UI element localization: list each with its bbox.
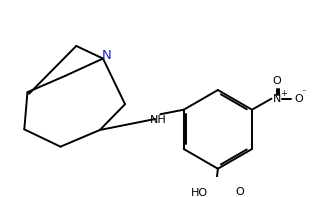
- Text: O: O: [236, 187, 244, 197]
- Text: HO: HO: [191, 188, 208, 197]
- Text: NH: NH: [150, 115, 167, 125]
- Text: +: +: [280, 88, 287, 98]
- Text: O: O: [273, 76, 281, 86]
- Text: O: O: [294, 94, 303, 104]
- Text: N: N: [273, 94, 281, 104]
- Text: ⁻: ⁻: [302, 88, 306, 98]
- Text: N: N: [102, 49, 112, 62]
